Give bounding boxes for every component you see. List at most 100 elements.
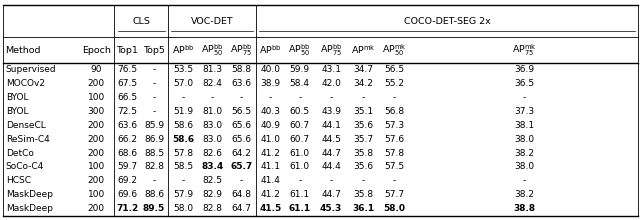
Text: ReSim-C4: ReSim-C4 — [6, 135, 49, 144]
Text: 35.7: 35.7 — [353, 135, 374, 144]
Text: -: - — [330, 93, 333, 102]
Text: 82.6: 82.6 — [202, 148, 222, 158]
Text: 69.2: 69.2 — [117, 176, 137, 185]
Text: AP$^{\rm mk}_{75}$: AP$^{\rm mk}_{75}$ — [512, 42, 536, 58]
Text: 57.5: 57.5 — [385, 162, 404, 171]
Text: 90: 90 — [90, 65, 102, 74]
Text: 72.5: 72.5 — [117, 107, 137, 116]
Text: 76.5: 76.5 — [117, 65, 137, 74]
Text: 60.5: 60.5 — [290, 107, 310, 116]
Text: 82.8: 82.8 — [202, 204, 222, 213]
Text: Epoch: Epoch — [82, 46, 111, 55]
Text: 71.2: 71.2 — [116, 204, 138, 213]
Text: 38.0: 38.0 — [514, 162, 534, 171]
Text: 63.6: 63.6 — [117, 121, 137, 130]
Text: 66.5: 66.5 — [117, 93, 137, 102]
Text: 65.6: 65.6 — [231, 121, 252, 130]
Text: 81.3: 81.3 — [202, 65, 223, 74]
Text: 57.8: 57.8 — [173, 148, 193, 158]
Text: 64.2: 64.2 — [231, 148, 252, 158]
Text: -: - — [393, 93, 396, 102]
Text: 34.7: 34.7 — [353, 65, 374, 74]
Text: 100: 100 — [88, 190, 105, 199]
Text: 36.1: 36.1 — [353, 204, 374, 213]
Text: 89.5: 89.5 — [143, 204, 165, 213]
Text: -: - — [152, 65, 156, 74]
Text: 36.9: 36.9 — [514, 65, 534, 74]
Text: 61.0: 61.0 — [290, 148, 310, 158]
Text: -: - — [362, 93, 365, 102]
Text: 41.0: 41.0 — [260, 135, 280, 144]
Text: 56.8: 56.8 — [385, 107, 404, 116]
Text: 83.0: 83.0 — [202, 121, 223, 130]
Text: 38.0: 38.0 — [514, 135, 534, 144]
Text: VOC-DET: VOC-DET — [191, 17, 234, 26]
Text: 40.9: 40.9 — [260, 121, 280, 130]
Text: Method: Method — [5, 46, 40, 55]
Text: MOCOv2: MOCOv2 — [6, 79, 45, 88]
Text: 58.0: 58.0 — [383, 204, 406, 213]
Text: 56.5: 56.5 — [231, 107, 252, 116]
Text: 41.1: 41.1 — [260, 162, 280, 171]
Text: -: - — [182, 176, 185, 185]
Text: 82.4: 82.4 — [202, 79, 222, 88]
Text: 41.2: 41.2 — [260, 190, 280, 199]
Text: 37.3: 37.3 — [514, 107, 534, 116]
Text: -: - — [298, 93, 301, 102]
Text: 67.5: 67.5 — [117, 79, 137, 88]
Text: 57.7: 57.7 — [385, 190, 404, 199]
Text: 64.8: 64.8 — [231, 190, 252, 199]
Text: 300: 300 — [88, 107, 105, 116]
Text: 82.9: 82.9 — [202, 190, 222, 199]
Text: CLS: CLS — [132, 17, 150, 26]
Text: 41.2: 41.2 — [260, 148, 280, 158]
Text: 38.8: 38.8 — [513, 204, 535, 213]
Text: 65.6: 65.6 — [231, 135, 252, 144]
Text: 58.6: 58.6 — [172, 135, 195, 144]
Text: -: - — [152, 176, 156, 185]
Text: -: - — [152, 93, 156, 102]
Text: AP$^{\rm bb}_{50}$: AP$^{\rm bb}_{50}$ — [201, 42, 223, 58]
Text: 61.1: 61.1 — [289, 204, 311, 213]
Text: 41.4: 41.4 — [260, 176, 280, 185]
Text: AP$^{\rm bb}_{50}$: AP$^{\rm bb}_{50}$ — [289, 42, 311, 58]
Text: -: - — [362, 176, 365, 185]
Text: 42.0: 42.0 — [321, 79, 341, 88]
Text: 200: 200 — [88, 121, 105, 130]
Text: 88.5: 88.5 — [144, 148, 164, 158]
Text: 36.5: 36.5 — [514, 79, 534, 88]
Text: 51.9: 51.9 — [173, 107, 193, 116]
Text: 85.9: 85.9 — [144, 121, 164, 130]
Text: 59.7: 59.7 — [117, 162, 137, 171]
Text: 57.0: 57.0 — [173, 79, 193, 88]
Text: AP$^{\rm mk}$: AP$^{\rm mk}$ — [351, 44, 376, 56]
Text: 83.0: 83.0 — [202, 135, 223, 144]
Text: -: - — [182, 93, 185, 102]
Text: 57.9: 57.9 — [173, 190, 193, 199]
Text: 60.7: 60.7 — [290, 135, 310, 144]
Text: 44.7: 44.7 — [321, 148, 341, 158]
Text: 58.4: 58.4 — [290, 79, 310, 88]
Text: AP$^{\rm mk}_{50}$: AP$^{\rm mk}_{50}$ — [382, 42, 407, 58]
Text: 38.2: 38.2 — [514, 190, 534, 199]
Text: -: - — [269, 93, 272, 102]
Text: 38.2: 38.2 — [514, 148, 534, 158]
Text: 66.2: 66.2 — [117, 135, 137, 144]
Text: 41.5: 41.5 — [259, 204, 282, 213]
Text: Supervised: Supervised — [6, 65, 56, 74]
Text: DenseCL: DenseCL — [6, 121, 45, 130]
Text: 200: 200 — [88, 135, 105, 144]
Text: BYOL: BYOL — [6, 93, 28, 102]
Text: 82.5: 82.5 — [202, 176, 222, 185]
Text: -: - — [298, 176, 301, 185]
Text: -: - — [330, 176, 333, 185]
Text: AP$^{\rm bb}$: AP$^{\rm bb}$ — [172, 44, 195, 56]
Text: -: - — [152, 79, 156, 88]
Text: -: - — [152, 107, 156, 116]
Text: COCO-DET-SEG 2x: COCO-DET-SEG 2x — [404, 17, 490, 26]
Text: 86.9: 86.9 — [144, 135, 164, 144]
Text: AP$^{\rm bb}$: AP$^{\rm bb}$ — [259, 44, 282, 56]
Text: 58.6: 58.6 — [173, 121, 193, 130]
Text: 57.8: 57.8 — [385, 148, 404, 158]
Text: 44.4: 44.4 — [321, 162, 341, 171]
